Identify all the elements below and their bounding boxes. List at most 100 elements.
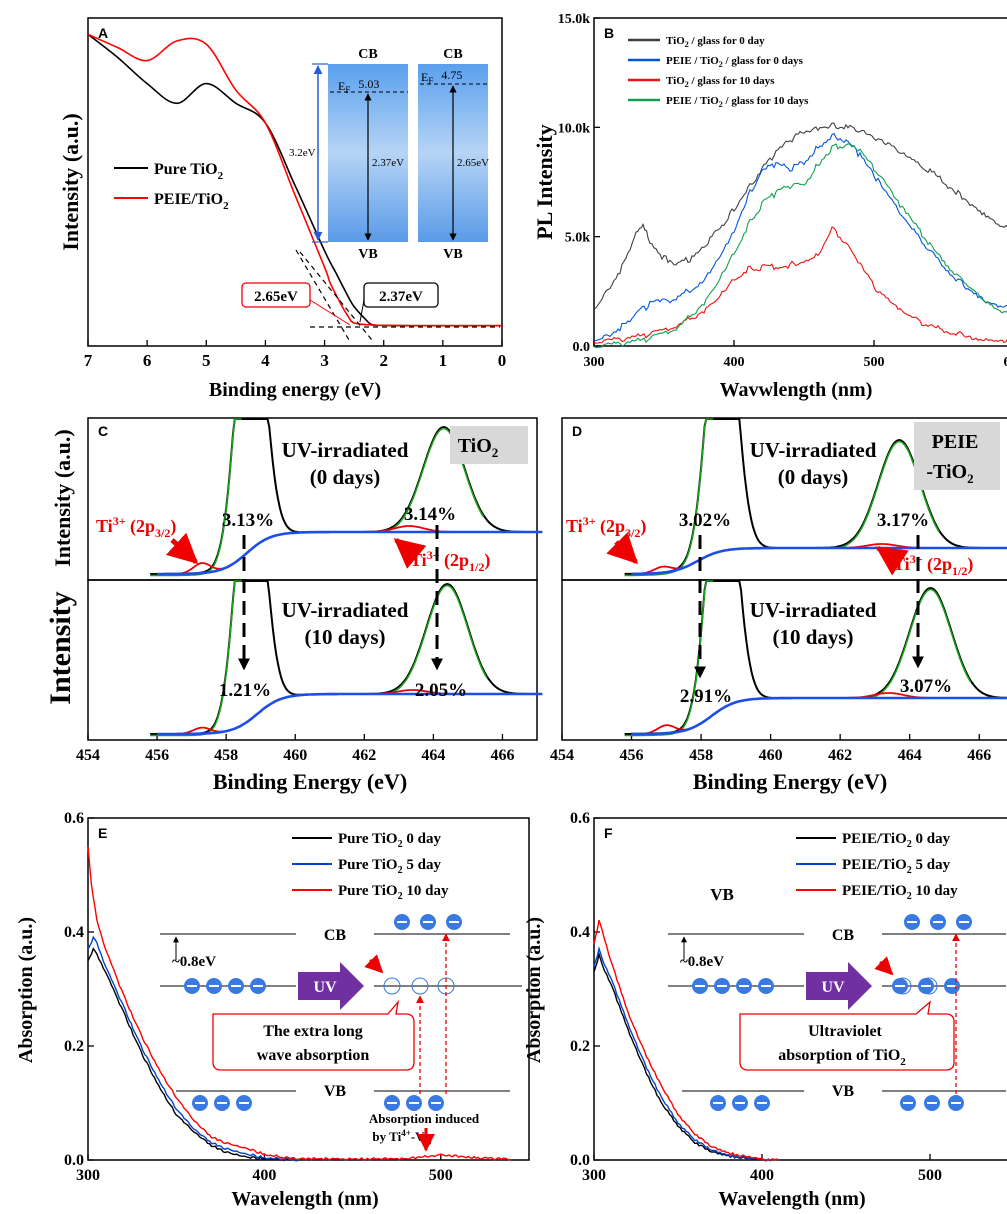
legend-label-pure: Pure TiO2 [154,161,224,182]
x-tick-label: 300 [76,1167,100,1184]
sample-box-d [914,422,1000,490]
panel-f: F Absorption (a.u.) Wavelength (nm) 300 4… [523,810,1007,1210]
red-pointer-e [364,954,384,974]
ti-arrow-d-right [875,545,909,576]
x-axis-label-f: Wavelength (nm) [718,1188,865,1210]
panel-letter-c: C [98,423,108,439]
ti-label-d-right: Ti3+ (2p1/2) [893,552,973,578]
panel-letter-e: E [98,825,107,841]
xps-background [631,696,1007,736]
x-tick-label: 7 [84,351,93,370]
x-ticks-d: 454 456 458 460 462 464 466 [550,734,991,764]
uv-label-c-bottom-2: (10 days) [304,625,385,649]
y-tick-label: 0.2 [64,1038,84,1055]
y-tick-label: 10.0k [558,121,591,136]
xps-fit-green [624,418,714,577]
ti-label-c-right: Ti3+ (2p1/2) [410,548,490,574]
band-diagram-inset: CB CB VB VB 3.2eV EF 5.03 EF 4.75 2.37eV 2… [289,47,489,262]
sample-label-c: TiO2 [458,435,499,460]
ti-label-d-left: Ti3+ (2p3/2) [566,514,646,540]
uv-label-d-top-2: (0 days) [778,465,849,489]
x-tick-label: 600 [1004,355,1007,370]
absorption-note-e-1: Absorption induced [369,1111,480,1126]
xps-curves-d [624,418,1007,737]
y-axis-label-c-all: Intensity [44,591,77,704]
legend-label: PEIE / TiO2 / glass for 0 days [666,55,804,69]
xps-background [157,530,543,576]
xps-fit-green [624,580,714,737]
gap-label-left: 2.37eV [372,157,404,169]
x-tick-label: 458 [689,747,713,764]
xps-background [157,692,543,736]
plot-frame-f [593,817,1007,1161]
legend-label: PEIE/TiO2 10 day [842,883,958,902]
y-tick-label: 0.4 [64,924,84,941]
legend-label-peie: PEIE/TiO2 [154,191,229,212]
ef-label-right: EF 4.75 [421,68,462,86]
uv-label-c-top-1: UV-irradiated [282,438,409,462]
x-tick-label: 462 [828,747,852,764]
defect-diagram-f: VB CB ~0.8eV UV [668,885,1006,1111]
defect-diagram-e: CB ~0.8eV UV [160,914,522,1152]
x-ticks-a: 7 6 5 4 3 2 1 0 [84,340,506,370]
y-tick-label: 0.2 [570,1038,590,1055]
y-tick-label: 0.0 [64,1152,84,1169]
xps-fit-green [150,418,242,577]
x-tick-label: 300 [584,355,605,370]
legend-label: PEIE / TiO2 / glass for 10 days [666,95,809,109]
x-tick-label: 1 [439,351,448,370]
series-line [593,122,1007,310]
legend-label: Pure TiO2 0 day [338,831,441,850]
ti-label-c-left: Ti3+ (2p3/2) [96,514,176,540]
xps-fit-green [836,440,940,550]
gap-label-e: ~0.8eV [172,954,216,970]
x-tick-label: 3 [320,351,329,370]
x-tick-label: 460 [759,747,783,764]
legend-label: TiO2 / glass for 0 day [666,35,765,49]
legend-label: Pure TiO2 10 day [338,883,449,902]
series-line [593,132,1007,342]
plot-frame-c-bottom [87,579,538,741]
x-tick-label: 462 [352,747,376,764]
panel-letter-f: F [604,825,613,841]
callout-text-e-2: wave absorption [257,1047,370,1064]
legend-label: PEIE/TiO2 0 day [842,831,951,850]
y-axis-label-c-top: Intensity (a.u.) [50,429,75,567]
x-tick-label: 460 [283,747,307,764]
plot-frame-a [87,17,503,347]
uv-label-d-bottom-1: UV-irradiated [750,598,877,622]
vb-electrons-e [192,1095,444,1111]
panel-a: A Intensity (a.u.) Binding energy (eV) 7… [58,17,506,401]
x-tick-label: 400 [724,355,745,370]
x-axis-label-d: Binding Energy (eV) [693,769,887,794]
cb-electrons-e [394,914,462,930]
bandgap-label: 3.2eV [289,147,316,159]
pct-d-0: 3.02% [679,510,731,531]
legend-label: Pure TiO2 5 day [338,857,441,876]
x-axis-label-e: Wavelength (nm) [231,1188,378,1210]
vb-top-label-f: VB [710,885,734,904]
series-line [593,226,1007,344]
x-tick-label: 500 [864,355,885,370]
series-line [87,846,512,1161]
panel-letter-d: D [572,423,582,439]
x-axis-label-c: Binding Energy (eV) [213,769,407,794]
y-tick-label: 0.6 [64,810,84,827]
ti-arrow-c-right [393,538,427,569]
xps-background [631,546,1007,576]
series-group-f [593,919,780,1162]
plot-frame-d-bottom [561,579,1007,741]
series-line [87,947,300,1162]
sample-label-d-2: -TiO2 [926,461,973,486]
series-group-a [87,33,502,327]
ti-arrow-c-left [165,532,199,565]
x-tick-label: 2 [379,351,388,370]
uv-label-d-bottom-2: (10 days) [772,625,853,649]
electrons-e-left [184,978,266,994]
x-tick-label: 400 [252,1167,276,1184]
cb-label-right: CB [443,47,462,62]
series-group-b [593,122,1007,349]
pct-d-3: 3.07% [900,676,952,697]
xps-fit-green [381,427,485,534]
